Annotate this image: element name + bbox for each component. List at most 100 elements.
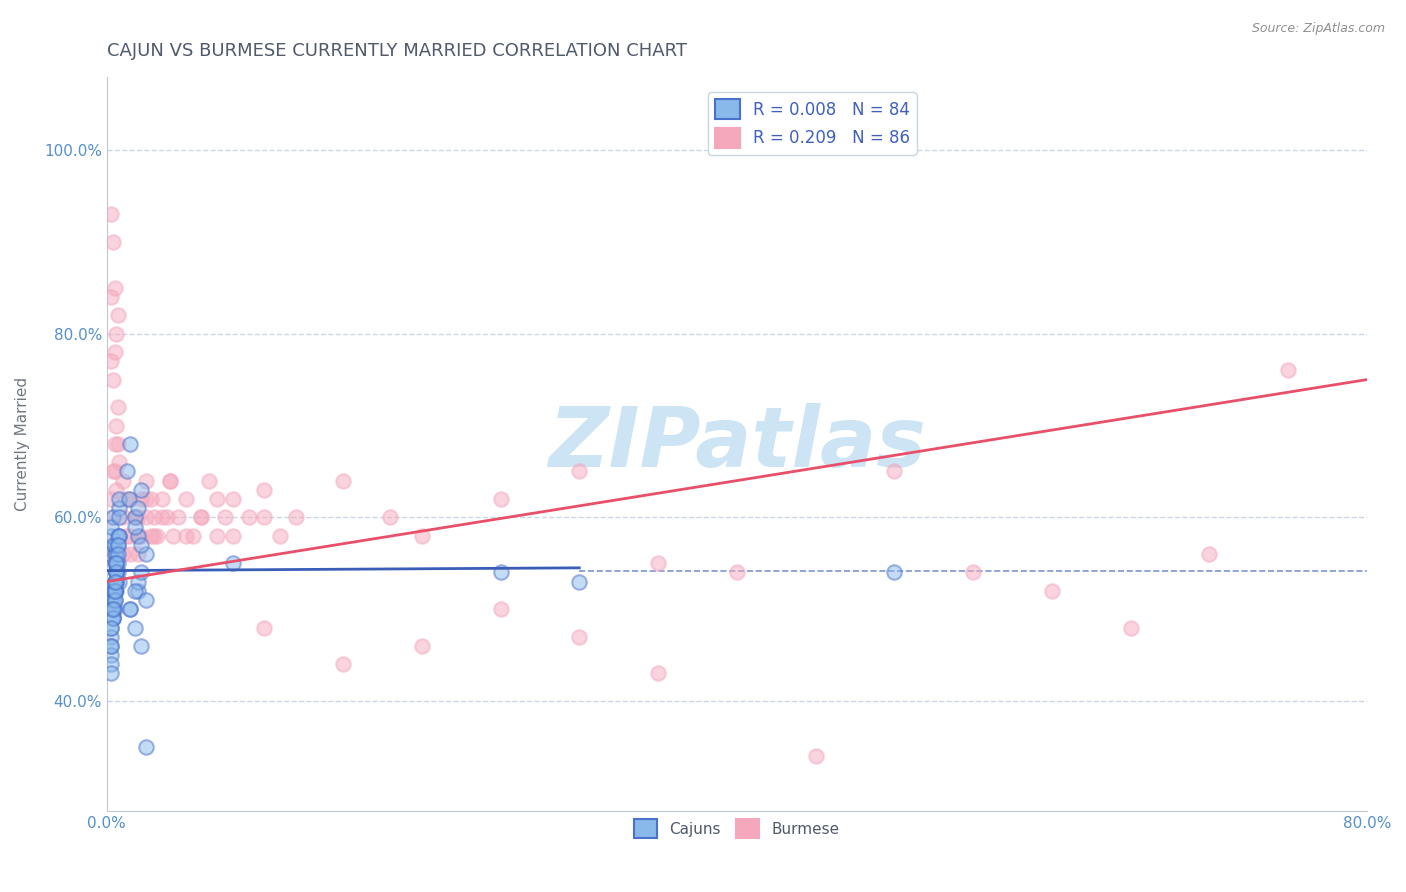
Point [139,529,162,543]
Point [131,483,153,497]
Point [105,566,128,580]
Point [104,437,127,451]
Point [105,574,128,589]
Point [124,510,146,524]
Point [127,529,149,543]
Point [107,529,129,543]
Point [105,418,128,433]
Point [124,583,146,598]
Point [107,547,129,561]
Point [127,547,149,561]
Point [568,630,591,644]
Point [150,510,173,524]
Point [100,639,122,653]
Point [105,556,128,570]
Point [214,510,236,524]
Point [135,474,157,488]
Point [114,529,136,543]
Point [105,583,128,598]
Point [104,556,127,570]
Text: Source: ZipAtlas.com: Source: ZipAtlas.com [1251,22,1385,36]
Point [104,465,127,479]
Point [101,510,124,524]
Point [100,621,122,635]
Point [131,566,153,580]
Point [108,574,131,589]
Point [105,574,128,589]
Point [100,639,122,653]
Point [114,491,136,506]
Point [127,574,149,589]
Point [101,583,124,598]
Point [100,666,122,681]
Point [105,547,128,561]
Point [105,566,128,580]
Point [146,529,169,543]
Text: ZIPatlas: ZIPatlas [548,403,925,484]
Point [104,538,127,552]
Point [380,510,402,524]
Point [205,491,228,506]
Point [107,538,129,552]
Point [131,639,153,653]
Point [104,345,127,359]
Point [489,602,512,616]
Text: CAJUN VS BURMESE CURRENTLY MARRIED CORRELATION CHART: CAJUN VS BURMESE CURRENTLY MARRIED CORRE… [107,42,686,60]
Point [105,566,128,580]
Point [127,583,149,598]
Point [107,309,129,323]
Point [104,547,127,561]
Point [101,611,124,625]
Point [332,657,354,672]
Point [131,529,153,543]
Point [135,593,157,607]
Point [105,483,128,497]
Point [108,455,131,469]
Point [135,491,157,506]
Point [101,611,124,625]
Point [111,510,134,524]
Point [222,529,245,543]
Point [143,510,166,524]
Point [120,547,142,561]
Point [115,465,138,479]
Point [120,491,142,506]
Point [135,547,157,561]
Point [332,474,354,488]
Point [100,491,122,506]
Point [127,510,149,524]
Y-axis label: Currently Married: Currently Married [15,376,30,511]
Point [131,538,153,552]
Point [131,491,153,506]
Point [107,538,129,552]
Point [104,583,127,598]
Point [139,491,162,506]
Point [104,574,127,589]
Point [135,510,157,524]
Point [1198,547,1220,561]
Point [143,529,166,543]
Point [124,510,146,524]
Point [162,529,184,543]
Point [159,474,181,488]
Point [105,326,128,341]
Point [104,602,127,616]
Point [284,510,307,524]
Point [411,639,433,653]
Point [124,519,146,533]
Point [120,602,142,616]
Point [108,529,131,543]
Legend: Cajuns, Burmese: Cajuns, Burmese [628,814,845,844]
Point [883,465,905,479]
Point [104,583,127,598]
Point [100,290,122,304]
Point [98,547,121,561]
Point [101,235,124,249]
Point [120,529,142,543]
Point [105,556,128,570]
Point [101,583,124,598]
Point [108,529,131,543]
Point [105,566,128,580]
Point [804,749,827,764]
Point [108,510,131,524]
